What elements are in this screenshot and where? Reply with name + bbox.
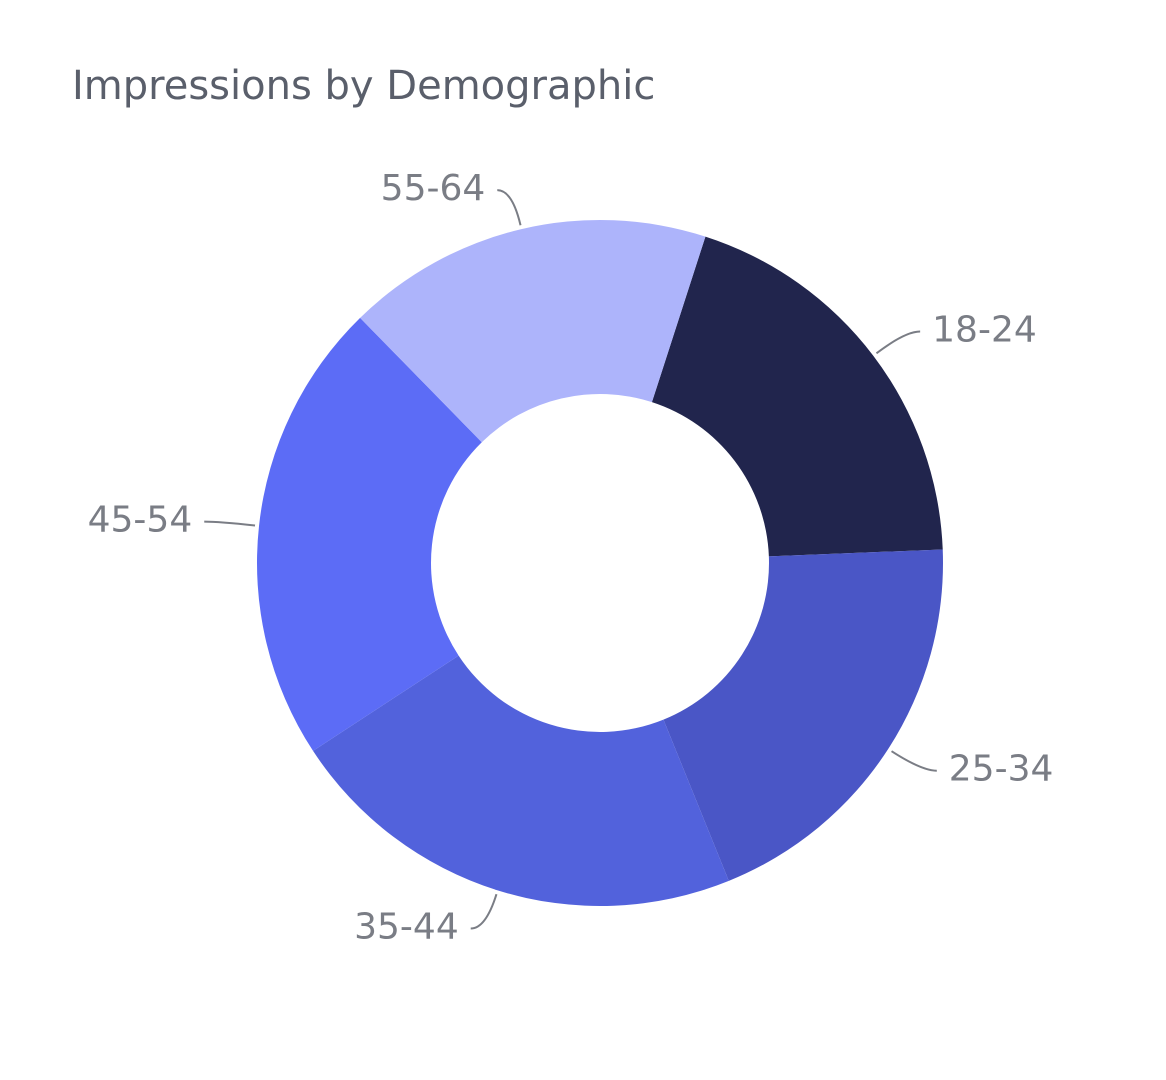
leader-line [204, 520, 256, 527]
slice-label: 55-64 [381, 168, 486, 209]
slice [663, 549, 943, 881]
chart-title: Impressions by Demographic [72, 63, 655, 109]
slice [257, 317, 482, 751]
leader-line [891, 750, 937, 772]
leader-line [875, 330, 921, 355]
leader-line [470, 893, 498, 930]
slice [651, 236, 943, 557]
slice [360, 220, 706, 443]
slice-label: 35-44 [354, 907, 459, 948]
slice-label: 25-34 [949, 749, 1054, 790]
leader-line [497, 189, 522, 226]
slice-label: 45-54 [88, 500, 193, 541]
slice-label: 18-24 [932, 310, 1037, 351]
slice [313, 655, 729, 906]
